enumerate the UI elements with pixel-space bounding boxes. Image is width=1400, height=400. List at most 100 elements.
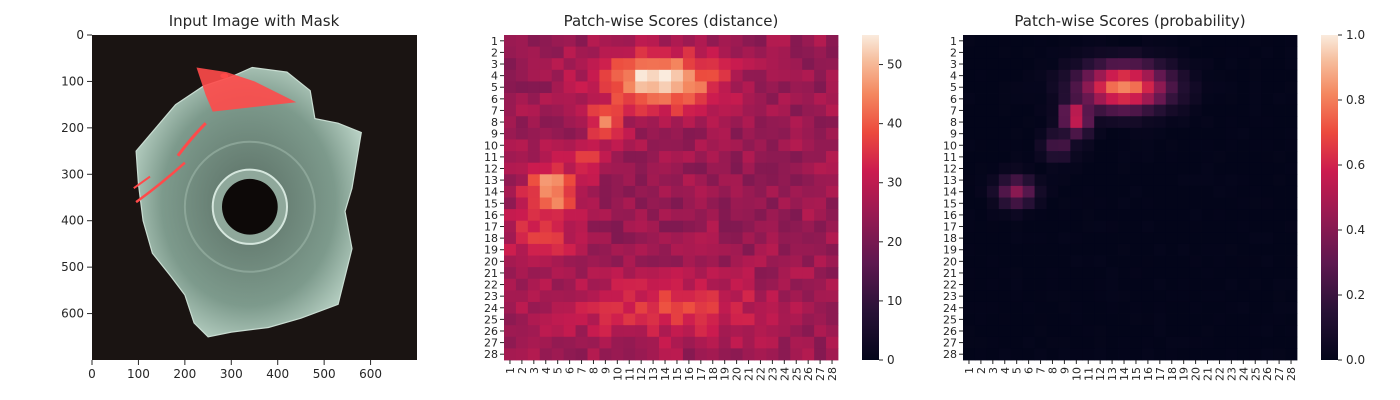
heatmap-cell — [1225, 151, 1238, 164]
heatmap-cell — [659, 348, 672, 361]
heatmap-cell — [694, 232, 708, 245]
heatmap-cell — [1034, 220, 1047, 233]
heatmap-cell — [599, 151, 612, 164]
heatmap-cell — [1070, 278, 1083, 291]
heatmap-cell — [1237, 336, 1250, 349]
heatmap-cell — [1106, 104, 1119, 117]
heatmap-cell — [563, 209, 576, 222]
heatmap-cell — [730, 35, 743, 48]
heatmap-cell — [1177, 139, 1191, 152]
heatmap-cell — [551, 348, 565, 361]
heatmap-cell — [754, 35, 767, 48]
heatmap-cell — [802, 197, 815, 210]
heatmap-cell — [963, 301, 976, 314]
heatmap-cell — [998, 290, 1012, 303]
heatmap-cell — [1141, 197, 1155, 210]
heatmap-cell — [515, 278, 529, 291]
heatmap-cell — [706, 35, 720, 48]
heatmap-cell — [802, 46, 815, 59]
heatmap-cell — [682, 81, 696, 94]
heatmap-cell — [718, 116, 732, 129]
heatmap-cell — [1261, 162, 1274, 175]
heatmap-cell — [635, 35, 648, 48]
heatmap-cell — [1237, 185, 1250, 198]
heatmap-cell — [635, 104, 648, 117]
heatmap-cell — [563, 58, 576, 71]
heatmap-cell — [1046, 185, 1059, 198]
heatmap-cell — [802, 174, 815, 187]
heatmap-cell — [730, 197, 743, 210]
heatmap-cell — [1130, 313, 1143, 326]
heatmap-cell — [1225, 35, 1238, 48]
heatmap-cell — [682, 58, 696, 71]
heatmap-cell — [551, 116, 565, 129]
heatmap-cell — [1141, 325, 1155, 338]
y-tick-label: 600 — [61, 307, 84, 321]
heatmap-cell — [1010, 81, 1024, 94]
heatmap-cell — [974, 336, 988, 349]
heatmap-cell — [527, 127, 541, 140]
heatmap-cell — [623, 139, 636, 152]
heatmap-cell — [742, 46, 755, 59]
heatmap-cell — [1034, 46, 1047, 59]
heatmap-cell — [1141, 220, 1155, 233]
heatmap-cell — [1261, 255, 1274, 268]
heatmap-cell — [1010, 301, 1024, 314]
heatmap-cell — [1094, 58, 1107, 71]
heatmap-cell — [623, 69, 636, 82]
heatmap-cell — [742, 185, 755, 198]
heatmap-cell — [1034, 162, 1047, 175]
y-tick-label: 13 — [484, 174, 498, 187]
heatmap-cell — [551, 278, 565, 291]
heatmap-cell — [1130, 185, 1143, 198]
heatmap-cell — [1261, 290, 1274, 303]
heatmap-cell — [1261, 301, 1274, 314]
heatmap-cell — [587, 174, 600, 187]
heatmap-cell — [1118, 46, 1131, 59]
heatmap-cell — [718, 336, 732, 349]
heatmap-cell — [551, 35, 565, 48]
heatmap-cell — [730, 162, 743, 175]
heatmap-cell — [718, 185, 732, 198]
heatmap-cell — [766, 81, 779, 94]
heatmap-cell — [730, 116, 743, 129]
x-tick-label: 100 — [127, 367, 150, 381]
heatmap-cell — [814, 220, 827, 233]
y-tick-label: 25 — [943, 313, 957, 326]
y-tick-label: 21 — [484, 267, 498, 280]
heatmap-cell — [563, 35, 576, 48]
heatmap-cell — [1070, 174, 1083, 187]
heatmap-cell — [1225, 267, 1238, 280]
heatmap-cell — [1201, 58, 1214, 71]
heatmap-cell — [730, 290, 743, 303]
heatmap-cell — [730, 348, 743, 361]
heatmap-cell — [1034, 243, 1047, 256]
heatmap-cell — [1070, 267, 1083, 280]
heatmap-cell — [1213, 290, 1226, 303]
heatmap-cell — [575, 81, 588, 94]
heatmap-cell — [1261, 69, 1274, 82]
heatmap-cell — [623, 127, 636, 140]
heatmap-cell — [623, 290, 636, 303]
heatmap-cell — [1141, 104, 1155, 117]
heatmap-cell — [1189, 81, 1202, 94]
x-tick-label: 12 — [635, 367, 648, 381]
heatmap-cell — [1094, 139, 1107, 152]
heatmap-cell — [1070, 139, 1083, 152]
heatmap-cell — [1046, 197, 1059, 210]
heatmap-cell — [551, 290, 565, 303]
heatmap-cell — [587, 267, 600, 280]
heatmap-cell — [1130, 69, 1143, 82]
heatmap-cell — [623, 209, 636, 222]
heatmap-cell — [647, 185, 660, 198]
heatmap-cell — [539, 209, 553, 222]
heatmap-cell — [1213, 58, 1226, 71]
heatmap-cell — [974, 46, 988, 59]
heatmap-cell — [1118, 104, 1131, 117]
heatmap-cell — [1273, 278, 1286, 291]
heatmap-cell — [1237, 267, 1250, 280]
heatmap-cell — [986, 255, 1000, 268]
heatmap-cell — [694, 46, 708, 59]
heatmap-cell — [1106, 220, 1119, 233]
x-tick-label: 13 — [647, 367, 660, 381]
